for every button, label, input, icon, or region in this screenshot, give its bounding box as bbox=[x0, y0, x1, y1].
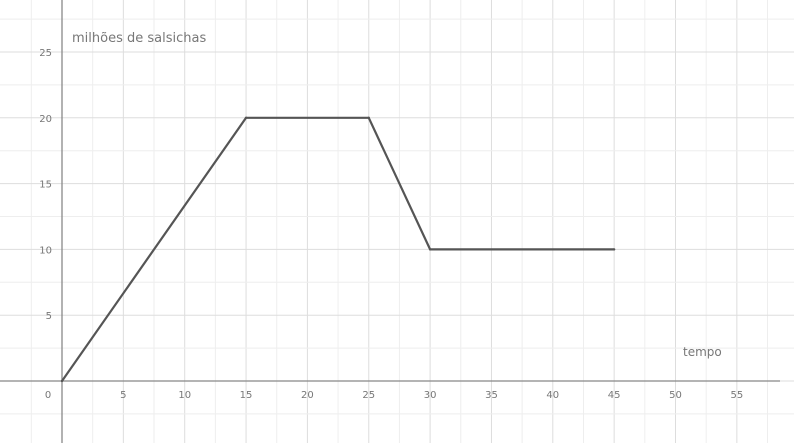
data-point bbox=[367, 116, 370, 120]
y-tick-label: 20 bbox=[39, 114, 52, 125]
x-tick-label: 55 bbox=[730, 390, 743, 401]
x-tick-label: 40 bbox=[546, 390, 559, 401]
x-tick-label: 0 bbox=[45, 390, 51, 401]
x-axis-label: tempo bbox=[683, 345, 722, 359]
y-tick-label: 10 bbox=[39, 245, 52, 256]
y-tick-label: 25 bbox=[39, 48, 52, 59]
x-tick-label: 35 bbox=[485, 390, 498, 401]
series bbox=[60, 116, 616, 383]
x-tick-label: 50 bbox=[669, 390, 682, 401]
y-tick-label: 5 bbox=[46, 311, 52, 322]
x-tick-label: 20 bbox=[301, 390, 314, 401]
x-tick-label: 30 bbox=[424, 390, 437, 401]
data-point bbox=[244, 116, 248, 120]
y-tick-label: 15 bbox=[39, 180, 52, 191]
data-point bbox=[612, 248, 616, 251]
x-tick-label: 45 bbox=[608, 390, 621, 401]
y-axis-label: milhões de salsichas bbox=[72, 31, 206, 46]
data-point bbox=[60, 379, 64, 383]
x-tick-label: 5 bbox=[120, 390, 126, 401]
data-point bbox=[428, 248, 432, 251]
x-tick-label: 10 bbox=[178, 390, 191, 401]
x-tick-label: 25 bbox=[362, 390, 375, 401]
x-tick-label: 15 bbox=[240, 390, 253, 401]
